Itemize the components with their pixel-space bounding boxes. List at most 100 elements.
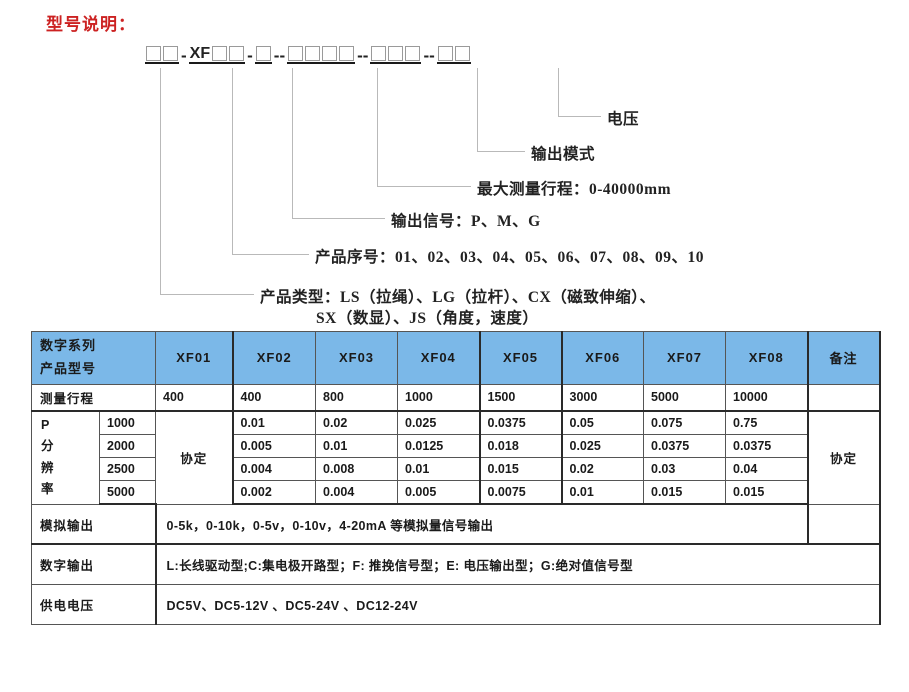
- table-row: 数字输出 L:长线驱动型;C:集电极开路型；F: 推挽信号型；E: 电压输出型；…: [31, 543, 881, 585]
- range-value-xf05: 1500: [478, 383, 562, 412]
- resolution-char-3: 率: [41, 482, 55, 496]
- callout-product-serial: 产品序号：01、02、03、04、05、06、07、08、09、10: [315, 245, 704, 267]
- code-group-voltage: [436, 46, 471, 64]
- analog-output-remark-cell: [806, 503, 881, 545]
- code-separator: -: [181, 46, 187, 65]
- resolution-ppr-5000: 5000: [99, 479, 156, 505]
- resolution-2500-xf03: 0.008: [315, 456, 398, 481]
- callout-output-mode-label: 输出模式: [531, 146, 596, 163]
- resolution-2000-xf02: 0.005: [231, 433, 316, 458]
- model-code-line: - XF - -- -- --: [145, 40, 471, 64]
- leader-line-max-range: [377, 68, 378, 186]
- code-box: [454, 46, 470, 61]
- column-header-xf03: XF03: [315, 331, 398, 385]
- resolution-2500-xf05: 0.015: [478, 456, 562, 481]
- resolution-1000-xf03: 0.02: [315, 410, 398, 435]
- resolution-5000-xf02: 0.002: [231, 479, 316, 505]
- table-row: 2500 0.004 0.008 0.01 0.015 0.02 0.03 0.…: [32, 456, 880, 481]
- resolution-char-2: 辨: [41, 460, 55, 475]
- code-box: [388, 46, 404, 61]
- resolution-remark-merged: 协定: [806, 410, 881, 505]
- code-box: [339, 46, 355, 61]
- column-header-xf05: XF05: [478, 331, 562, 385]
- code-separator: --: [423, 46, 435, 65]
- resolution-5000-xf06: 0.01: [560, 479, 644, 505]
- power-supply-value: DC5V、DC5-12V 、DC5-24V 、DC12-24V: [154, 583, 881, 625]
- table-row: 5000 0.002 0.004 0.005 0.0075 0.01 0.015…: [32, 479, 880, 505]
- resolution-char-1: 分: [41, 439, 55, 453]
- callout-max-range: 最大测量行程：0-40000mm: [477, 177, 671, 199]
- resolution-1000-xf08: 0.75: [725, 410, 808, 435]
- code-group-signal: [254, 46, 272, 64]
- resolution-2500-xf06: 0.02: [560, 456, 644, 481]
- resolution-2500-xf02: 0.004: [231, 456, 316, 481]
- code-separator: --: [357, 46, 369, 65]
- leader-line-output-signal-h: [292, 218, 385, 219]
- corner-line-2: 产品型号: [40, 360, 97, 376]
- resolution-ppr-2000: 2000: [99, 433, 156, 458]
- leader-line-product-serial-h: [232, 254, 309, 255]
- resolution-5000-xf08: 0.015: [725, 479, 808, 505]
- resolution-5000-xf07: 0.015: [643, 479, 726, 505]
- column-header-xf08: XF08: [725, 331, 808, 385]
- analog-output-value: 0-5k，0-10k，0-5v，0-10v，4-20mA 等模拟量信号输出: [154, 503, 808, 545]
- row-label-digital-output: 数字输出: [31, 543, 156, 585]
- leader-line-max-range-h: [377, 186, 471, 187]
- code-box: [212, 46, 228, 61]
- code-box: [322, 46, 338, 61]
- row-label-analog-output: 模拟输出: [31, 503, 156, 545]
- table-corner-header: 数字系列 产品型号: [31, 331, 156, 385]
- resolution-1000-xf04: 0.025: [397, 410, 480, 435]
- column-header-xf04: XF04: [397, 331, 480, 385]
- range-value-xf02: 400: [231, 383, 316, 412]
- leader-line-output-mode-h: [477, 151, 525, 152]
- table-row: 2000 0.005 0.01 0.0125 0.018 0.025 0.037…: [32, 433, 880, 458]
- resolution-1000-xf07: 0.075: [643, 410, 726, 435]
- callout-output-signal: 输出信号：P、M、G: [391, 209, 541, 231]
- leader-line-output-signal: [292, 68, 293, 218]
- code-separator: -: [247, 46, 253, 65]
- callout-voltage: 电压: [607, 107, 639, 129]
- resolution-2000-xf05: 0.018: [478, 433, 562, 458]
- code-box: [146, 46, 161, 61]
- resolution-1000-xf02: 0.01: [231, 410, 316, 435]
- table-row: 模拟输出 0-5k，0-10k，0-5v，0-10v，4-20mA 等模拟量信号…: [31, 503, 881, 545]
- table-row: P 分 辨 率 1000 协定 0.01 0.02 0.025 0.0375 0…: [31, 410, 881, 505]
- page-title: 型号说明：: [46, 15, 136, 34]
- table-row: 供电电压 DC5V、DC5-12V 、DC5-24V 、DC12-24V: [31, 583, 881, 625]
- callout-voltage-label: 电压: [607, 111, 640, 128]
- resolution-2000-xf08: 0.0375: [725, 433, 808, 458]
- row-label-resolution: P 分 辨 率: [31, 410, 100, 505]
- leader-line-product-type: [160, 68, 161, 294]
- range-value-xf08: 10000: [725, 383, 808, 412]
- leader-line-voltage: [558, 68, 559, 116]
- resolution-1000-xf06: 0.05: [560, 410, 644, 435]
- resolution-2500-xf07: 0.03: [643, 456, 726, 481]
- code-box: [305, 46, 321, 61]
- leader-line-voltage-h: [558, 116, 601, 117]
- range-value-xf03: 800: [315, 383, 398, 412]
- resolution-ppr-1000: 1000: [99, 410, 156, 435]
- code-box: [288, 46, 304, 61]
- specification-table: 数字系列 产品型号 XF01 XF02 XF03 XF04 XF05 XF06 …: [31, 331, 881, 625]
- callout-output-mode: 输出模式: [531, 142, 595, 164]
- code-box: [255, 46, 271, 61]
- callout-product-type-label-line2: SX（数显）、JS（角度，速度）: [316, 310, 539, 327]
- resolution-xf01-merged: 协定: [155, 410, 233, 505]
- column-header-xf02: XF02: [231, 331, 316, 385]
- range-value-xf07: 5000: [643, 383, 726, 412]
- range-value-xf06: 3000: [560, 383, 644, 412]
- resolution-5000-xf03: 0.004: [315, 479, 398, 505]
- resolution-char-0: P: [41, 417, 51, 432]
- range-value-xf04: 1000: [397, 383, 480, 412]
- column-header-xf06: XF06: [560, 331, 644, 385]
- code-group-output-mode: [370, 46, 422, 64]
- resolution-2000-xf04: 0.0125: [397, 433, 480, 458]
- corner-line-1: 数字系列: [40, 338, 97, 353]
- leader-line-product-serial: [232, 68, 233, 254]
- code-box: [371, 46, 387, 61]
- column-header-remark: 备注: [806, 331, 881, 385]
- resolution-5000-xf05: 0.0075: [478, 479, 562, 505]
- resolution-5000-xf04: 0.005: [397, 479, 480, 505]
- leader-line-product-type-h: [160, 294, 254, 295]
